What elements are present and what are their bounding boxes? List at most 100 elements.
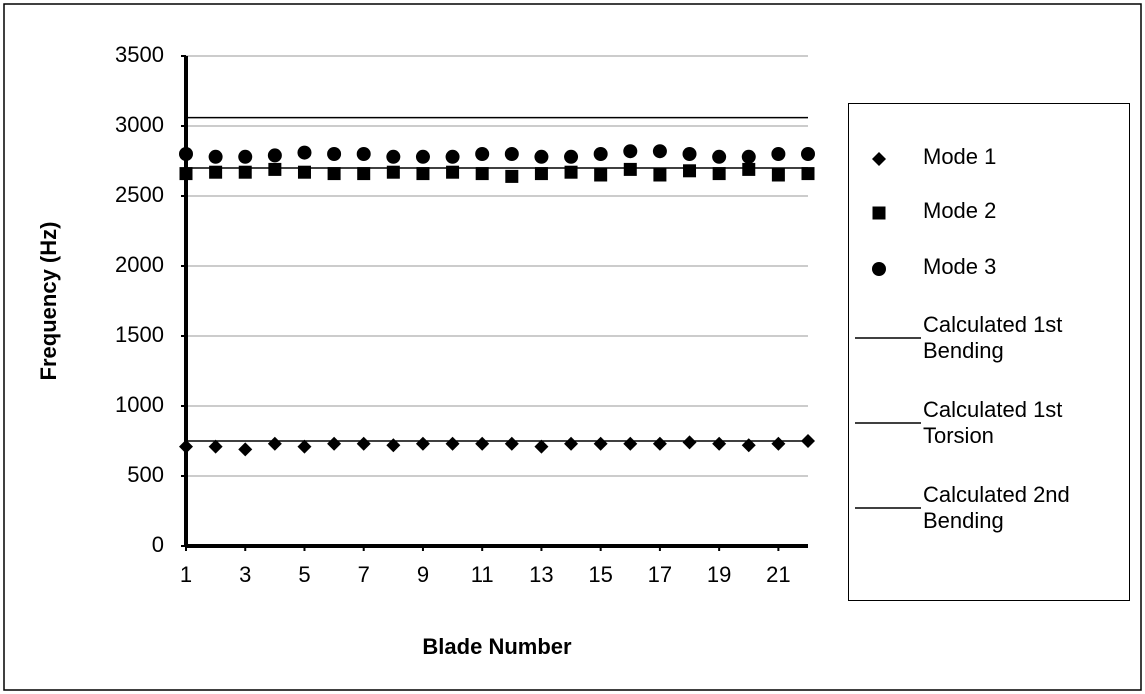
legend-icon <box>855 507 921 509</box>
legend-label: Mode 2 <box>923 198 997 223</box>
y-tick-label: 2000 <box>115 252 164 277</box>
circle-marker <box>445 149 460 164</box>
circle-marker <box>297 145 312 160</box>
y-tick-label: 0 <box>152 532 164 557</box>
legend-item: Mode 2 <box>849 198 1129 228</box>
circle-marker <box>534 149 549 164</box>
square-marker <box>386 165 400 179</box>
legend: Mode 1 Mode 2 Mode 3 Calculated 1st Bending… <box>848 103 1130 601</box>
x-tick-label: 1 <box>180 562 192 587</box>
square-marker <box>564 165 578 179</box>
diamond-marker <box>267 436 282 451</box>
square-marker <box>327 167 341 181</box>
legend-label: Mode 1 <box>923 144 997 169</box>
circle-marker <box>356 147 371 161</box>
diamond-marker <box>682 435 697 450</box>
square-marker <box>209 165 223 179</box>
y-tick-label: 3000 <box>115 112 164 137</box>
square-marker <box>534 167 548 181</box>
square-marker <box>683 164 697 178</box>
square-marker <box>653 168 667 182</box>
legend-icon <box>872 262 886 276</box>
circle-marker <box>872 262 886 276</box>
legend-label: Mode 3 <box>923 254 997 279</box>
legend-item: Mode 1 <box>849 144 1129 174</box>
y-tick-label: 2500 <box>115 182 164 207</box>
circle-marker <box>415 149 430 164</box>
diamond-marker <box>386 438 401 453</box>
chart-border <box>3 3 1142 691</box>
diamond-marker <box>238 442 253 457</box>
circle-marker <box>386 149 401 164</box>
square-marker <box>268 162 282 176</box>
square-marker <box>771 168 785 182</box>
legend-item: Calculated 2nd Bending <box>849 482 1129 534</box>
legend-label: Calculated 2nd Bending <box>923 482 1070 533</box>
x-tick-label: 13 <box>529 562 553 587</box>
diamond-marker <box>593 436 608 451</box>
diamond-marker <box>504 436 519 451</box>
circle-marker <box>741 149 756 164</box>
diamond-marker <box>741 438 756 453</box>
circle-marker <box>327 147 342 161</box>
square-marker <box>475 167 489 181</box>
diamond-marker <box>445 436 460 451</box>
diamond-marker <box>771 436 786 451</box>
x-tick-label: 3 <box>239 562 251 587</box>
diamond-marker <box>415 436 430 451</box>
circle-marker <box>623 144 638 159</box>
diamond-marker <box>534 439 549 454</box>
square-marker <box>238 165 252 179</box>
legend-icon <box>872 152 886 166</box>
diamond-marker <box>297 439 312 454</box>
diamond-marker <box>356 436 371 451</box>
legend-icon <box>855 337 921 339</box>
square-marker <box>712 167 726 181</box>
x-tick-label: 11 <box>471 562 494 587</box>
legend-label: Calculated 1st Bending <box>923 312 1063 363</box>
diamond-marker <box>327 436 342 451</box>
y-tick-label: 1000 <box>115 392 164 417</box>
circle-marker <box>504 147 519 161</box>
square-marker <box>446 165 460 179</box>
circle-marker <box>801 147 815 161</box>
x-tick-label: 19 <box>707 562 731 587</box>
x-tick-label: 21 <box>766 562 790 587</box>
square-marker <box>623 162 637 176</box>
diamond-marker <box>564 436 579 451</box>
square-marker <box>297 165 311 179</box>
y-tick-label: 1500 <box>115 322 164 347</box>
diamond-marker <box>179 439 193 454</box>
circle-marker <box>682 147 697 161</box>
circle-marker <box>771 147 786 161</box>
circle-marker <box>564 149 579 164</box>
legend-item: Calculated 1st Torsion <box>849 397 1129 449</box>
diamond-marker <box>872 152 886 166</box>
x-tick-label: 17 <box>648 562 672 587</box>
circle-marker <box>179 147 193 161</box>
square-marker <box>357 167 371 181</box>
diamond-marker <box>623 436 638 451</box>
diamond-marker <box>652 436 667 451</box>
legend-icon <box>855 422 921 424</box>
square-marker <box>416 167 430 181</box>
diamond-marker <box>801 434 815 448</box>
square-marker <box>742 162 756 176</box>
square-marker <box>505 169 519 183</box>
circle-marker <box>238 149 253 164</box>
y-tick-label: 3500 <box>115 42 164 67</box>
diamond-marker <box>208 439 223 454</box>
circle-marker <box>208 149 223 164</box>
circle-marker <box>593 147 608 161</box>
square-marker <box>872 206 886 220</box>
legend-item: Calculated 1st Bending <box>849 312 1129 364</box>
legend-icon <box>872 206 886 220</box>
x-tick-label: 15 <box>588 562 612 587</box>
x-tick-label: 5 <box>298 562 310 587</box>
square-marker <box>801 167 815 181</box>
circle-marker <box>267 148 282 163</box>
circle-marker <box>475 147 490 161</box>
circle-marker <box>652 144 667 159</box>
